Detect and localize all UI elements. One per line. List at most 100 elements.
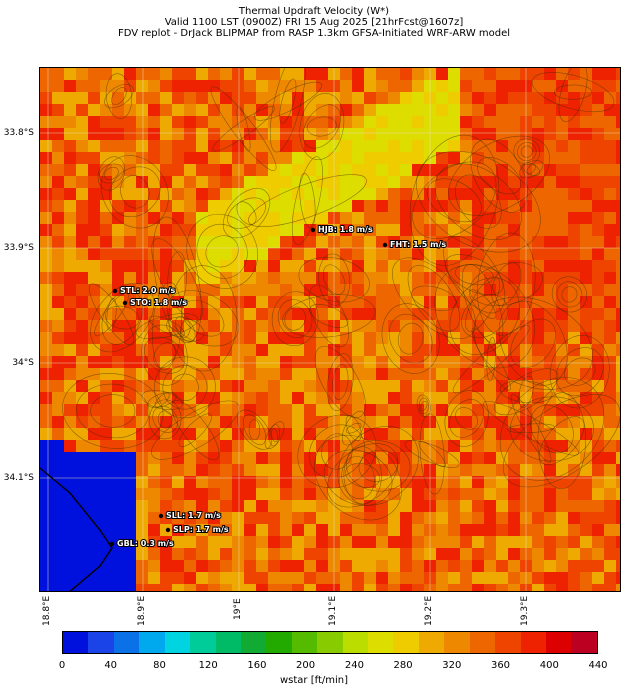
raster-cell xyxy=(508,236,520,248)
raster-cell xyxy=(160,152,172,164)
raster-cell xyxy=(136,128,148,140)
raster-cell xyxy=(220,68,232,80)
raster-cell xyxy=(292,164,304,176)
contour-line xyxy=(264,421,285,450)
contour-line xyxy=(236,201,257,225)
raster-cell xyxy=(172,224,184,236)
raster-cell xyxy=(460,500,472,512)
raster-cell xyxy=(616,368,620,380)
raster-cell xyxy=(40,224,52,236)
raster-cell xyxy=(148,572,160,584)
raster-cell xyxy=(184,212,196,224)
raster-cell xyxy=(172,344,184,356)
raster-cell xyxy=(556,200,568,212)
raster-cell xyxy=(316,128,328,140)
raster-cell xyxy=(604,476,616,488)
raster-cell xyxy=(40,428,52,440)
contour-line xyxy=(513,138,541,165)
raster-cell xyxy=(580,464,592,476)
raster-cell xyxy=(40,308,52,320)
raster-cell xyxy=(112,296,124,308)
raster-cell xyxy=(160,560,172,572)
raster-cell xyxy=(376,392,388,404)
raster-cell xyxy=(40,140,52,152)
raster-cell xyxy=(364,272,376,284)
raster-cell xyxy=(40,284,52,296)
raster-cell xyxy=(496,524,508,536)
raster-cell xyxy=(616,572,620,584)
raster-cell xyxy=(184,176,196,188)
station-fht[interactable]: FHT: 1.5 m/s xyxy=(382,239,447,250)
station-slp[interactable]: SLP: 1.7 m/s xyxy=(165,524,230,535)
raster-cell xyxy=(340,536,352,548)
raster-cell xyxy=(184,128,196,140)
raster-cell xyxy=(304,152,316,164)
raster-cell xyxy=(592,224,604,236)
raster-cell xyxy=(148,272,160,284)
raster-cell xyxy=(280,548,292,560)
raster-cell xyxy=(544,272,556,284)
raster-cell xyxy=(232,140,244,152)
raster-cell xyxy=(40,152,52,164)
raster-cell xyxy=(508,176,520,188)
raster-cell xyxy=(388,152,400,164)
raster-cell xyxy=(412,80,424,92)
raster-cell xyxy=(604,68,616,80)
contour-line xyxy=(100,155,169,229)
raster-cell xyxy=(604,140,616,152)
raster-cell xyxy=(100,536,112,548)
colorbar-segment xyxy=(190,632,216,653)
raster-cell xyxy=(376,284,388,296)
raster-cell xyxy=(616,152,620,164)
raster-cell xyxy=(220,356,232,368)
colorbar-tick: 400 xyxy=(539,660,559,671)
raster-cell xyxy=(400,344,412,356)
contour-line xyxy=(556,281,583,308)
raster-cell xyxy=(136,416,148,428)
raster-cell xyxy=(160,164,172,176)
raster-cell xyxy=(448,524,460,536)
contour-line xyxy=(151,400,240,460)
station-sll[interactable]: SLL: 1.7 m/s xyxy=(158,510,222,521)
raster-cell xyxy=(604,260,616,272)
raster-cell xyxy=(172,92,184,104)
station-stl[interactable]: STL: 2.0 m/s xyxy=(112,285,177,296)
contour-line xyxy=(167,251,187,309)
wstar-raster: HJB: 1.8 m/s FHT: 1.5 m/s STL: 2.0 m/s S… xyxy=(40,68,620,591)
raster-cell xyxy=(112,488,124,500)
lon-gridlines xyxy=(47,68,527,591)
raster-cell xyxy=(112,320,124,332)
station-marker xyxy=(165,527,171,533)
raster-cell xyxy=(484,164,496,176)
raster-cell xyxy=(388,500,400,512)
raster-cell xyxy=(352,116,364,128)
raster-cell xyxy=(580,248,592,260)
station-hjb[interactable]: HJB: 1.8 m/s xyxy=(310,224,374,235)
raster-cell xyxy=(40,104,52,116)
raster-cell xyxy=(556,464,568,476)
wstar-map-panel[interactable]: HJB: 1.8 m/s FHT: 1.5 m/s STL: 2.0 m/s S… xyxy=(39,67,621,592)
raster-cell xyxy=(568,248,580,260)
raster-cell xyxy=(388,536,400,548)
raster-cell xyxy=(124,524,136,536)
raster-cell xyxy=(352,320,364,332)
raster-cell xyxy=(232,380,244,392)
raster-cell xyxy=(196,560,208,572)
station-sto[interactable]: STO: 1.8 m/s xyxy=(122,297,188,308)
raster-cell xyxy=(112,116,124,128)
raster-cell xyxy=(484,320,496,332)
station-gbl[interactable]: GBL: 0.3 m/s xyxy=(109,538,175,549)
raster-cell xyxy=(316,308,328,320)
contour-line xyxy=(518,375,534,408)
raster-cell xyxy=(64,308,76,320)
raster-cell xyxy=(364,560,376,572)
raster-cell xyxy=(316,344,328,356)
raster-cell xyxy=(124,116,136,128)
contour-line xyxy=(299,172,316,229)
raster-cell xyxy=(616,380,620,392)
raster-cell xyxy=(412,500,424,512)
raster-cell xyxy=(196,416,208,428)
raster-cell xyxy=(256,572,268,584)
raster-cell xyxy=(64,368,76,380)
raster-cell xyxy=(460,248,472,260)
